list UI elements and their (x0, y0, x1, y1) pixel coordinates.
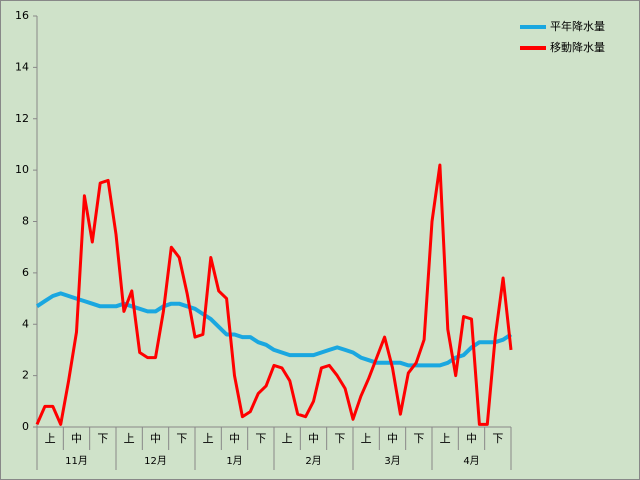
x-tick-label: 中 (150, 432, 161, 445)
x-group-label: 1月 (226, 455, 242, 467)
x-tick-label: 上 (203, 432, 214, 445)
x-tick-label: 上 (45, 432, 56, 445)
y-tick-label: 16 (15, 9, 29, 22)
x-tick-label: 下 (176, 432, 187, 445)
x-tick-label: 中 (308, 432, 319, 445)
x-tick-label: 中 (229, 432, 240, 445)
legend-label: 平年降水量 (550, 19, 605, 33)
x-tick-label: 中 (466, 432, 477, 445)
x-group-label: 2月 (305, 455, 321, 467)
x-tick-label: 中 (387, 432, 398, 445)
y-tick-label: 4 (22, 317, 29, 330)
x-tick-label: 上 (361, 432, 372, 445)
y-tick-label: 14 (15, 60, 29, 73)
x-group-label: 4月 (463, 455, 479, 467)
series-line (35, 163, 513, 426)
y-tick-label: 12 (15, 112, 29, 125)
y-tick-label: 2 (22, 369, 29, 382)
series-line (35, 291, 513, 368)
x-group-label: 12月 (144, 455, 167, 467)
x-tick-label: 下 (334, 432, 345, 445)
y-tick-label: 0 (22, 420, 29, 433)
x-tick-label: 上 (440, 432, 451, 445)
x-tick-label: 下 (255, 432, 266, 445)
x-group-label: 3月 (384, 455, 400, 467)
x-tick-label: 上 (282, 432, 293, 445)
x-group-label: 11月 (65, 455, 88, 467)
x-tick-label: 下 (492, 432, 503, 445)
y-tick-label: 8 (22, 215, 29, 228)
y-tick-label: 6 (22, 266, 29, 279)
x-tick-label: 下 (97, 432, 108, 445)
x-tick-label: 上 (124, 432, 135, 445)
legend-label: 移動降水量 (550, 40, 605, 54)
x-tick-label: 下 (413, 432, 424, 445)
x-tick-label: 中 (71, 432, 82, 445)
y-tick-label: 10 (15, 163, 29, 176)
